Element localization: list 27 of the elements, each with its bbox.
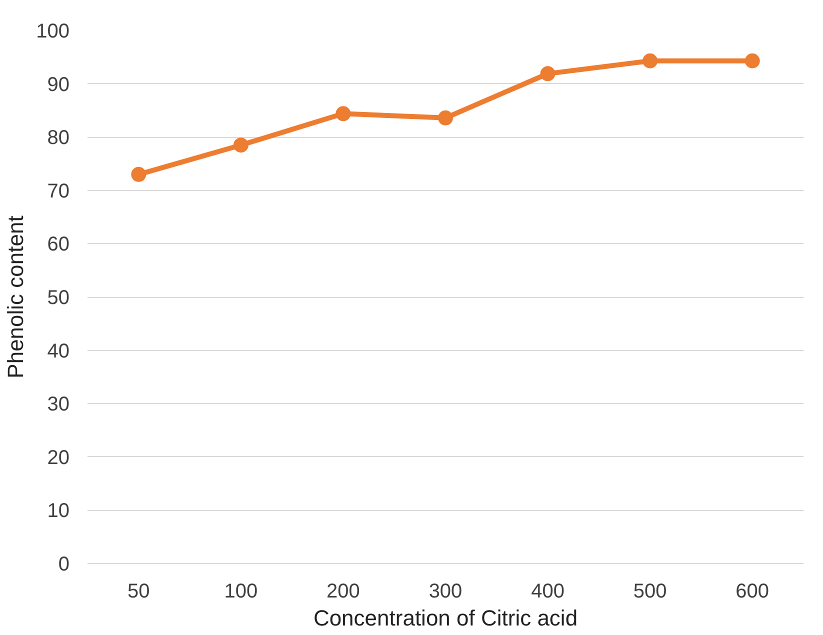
y-tick-label: 40 (47, 340, 70, 362)
y-tick-label: 30 (47, 394, 70, 416)
point (642, 53, 658, 68)
point (233, 138, 248, 153)
y-tick-label: 10 (47, 500, 70, 522)
y-tick-label: 0 (58, 554, 70, 576)
point (744, 53, 760, 68)
y-axis-title: Phenolic content (3, 216, 28, 378)
point (336, 106, 351, 122)
y-tick-label: 50 (47, 287, 70, 309)
x-tick-label: 500 (633, 580, 667, 602)
y-tick-label: 80 (47, 127, 70, 150)
x-tick-label: 100 (224, 580, 258, 602)
x-tick-label: 300 (428, 580, 462, 602)
x-tick-label: 400 (531, 580, 564, 602)
x-tick-label: 600 (736, 580, 770, 602)
y-tick-label: 100 (36, 20, 70, 42)
point (438, 110, 453, 126)
y-tick-label: 60 (47, 234, 70, 256)
point (540, 66, 556, 82)
y-tick-label: 20 (47, 446, 70, 469)
x-tick-label: 200 (326, 580, 360, 602)
x-tick-label: 50 (128, 580, 150, 602)
y-tick-label: 70 (47, 180, 70, 202)
x-axis-title: Concentration of Citric acid (313, 606, 578, 630)
point (131, 166, 146, 182)
y-tick-label: 90 (47, 74, 70, 96)
